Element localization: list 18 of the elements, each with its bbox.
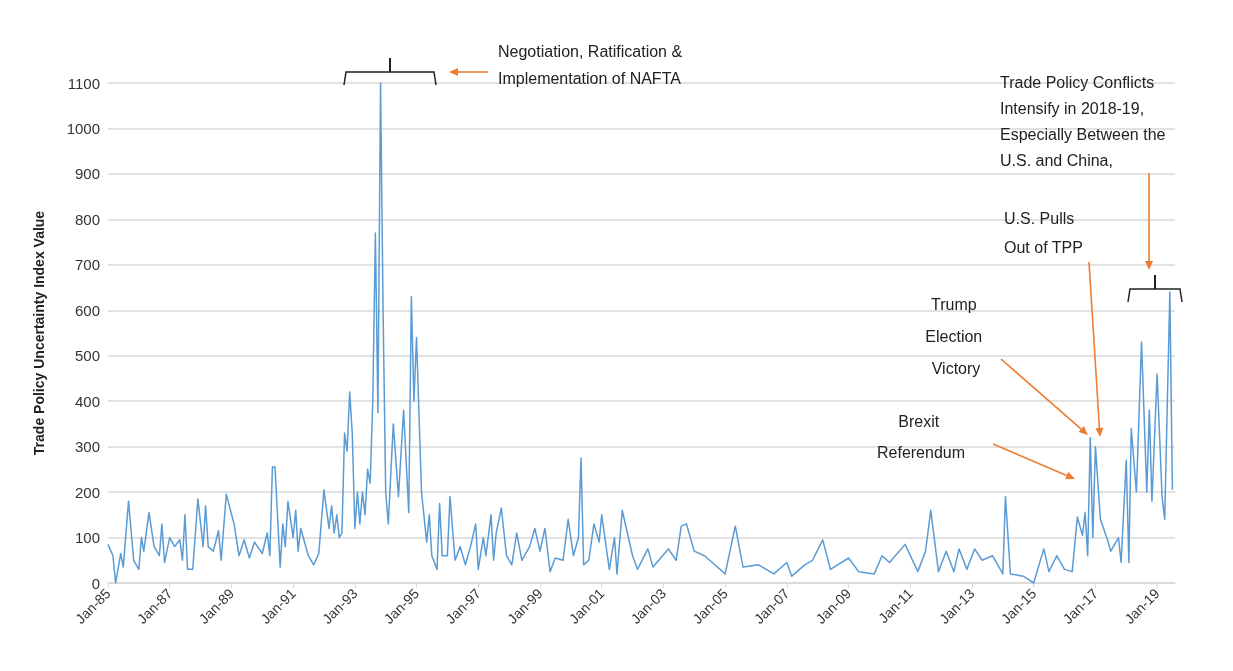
y-tick-label: 0 bbox=[91, 574, 100, 592]
y-tick-label: 900 bbox=[74, 165, 100, 183]
y-tick-label: 600 bbox=[74, 301, 100, 319]
y-tick-label: 1100 bbox=[67, 74, 100, 92]
annotation: U.S. Pulls Out of TPP bbox=[1004, 210, 1083, 256]
y-tick-label: 500 bbox=[74, 347, 100, 365]
y-tick-label: 200 bbox=[74, 483, 100, 501]
y-tick-label: 300 bbox=[74, 438, 100, 456]
y-tick-label: 400 bbox=[74, 392, 100, 410]
y-tick-label: 800 bbox=[74, 210, 100, 228]
y-tick-label: 1000 bbox=[66, 119, 100, 137]
annotation: Trade Policy Conflicts Intensify in 2018-19, Especially Between the U.S. and China, bbox=[1000, 73, 1170, 169]
y-tick-label: 700 bbox=[74, 256, 100, 274]
y-axis-title: Trade Policy Uncertainty Index Value bbox=[31, 210, 47, 456]
annotation: Negotiation, Ratification & Implementation of NAFTA bbox=[498, 43, 687, 87]
annotation: Trump Election Victory bbox=[925, 295, 987, 377]
annotation: Brexit Referendum bbox=[876, 413, 966, 461]
y-tick-label: 100 bbox=[74, 529, 100, 547]
